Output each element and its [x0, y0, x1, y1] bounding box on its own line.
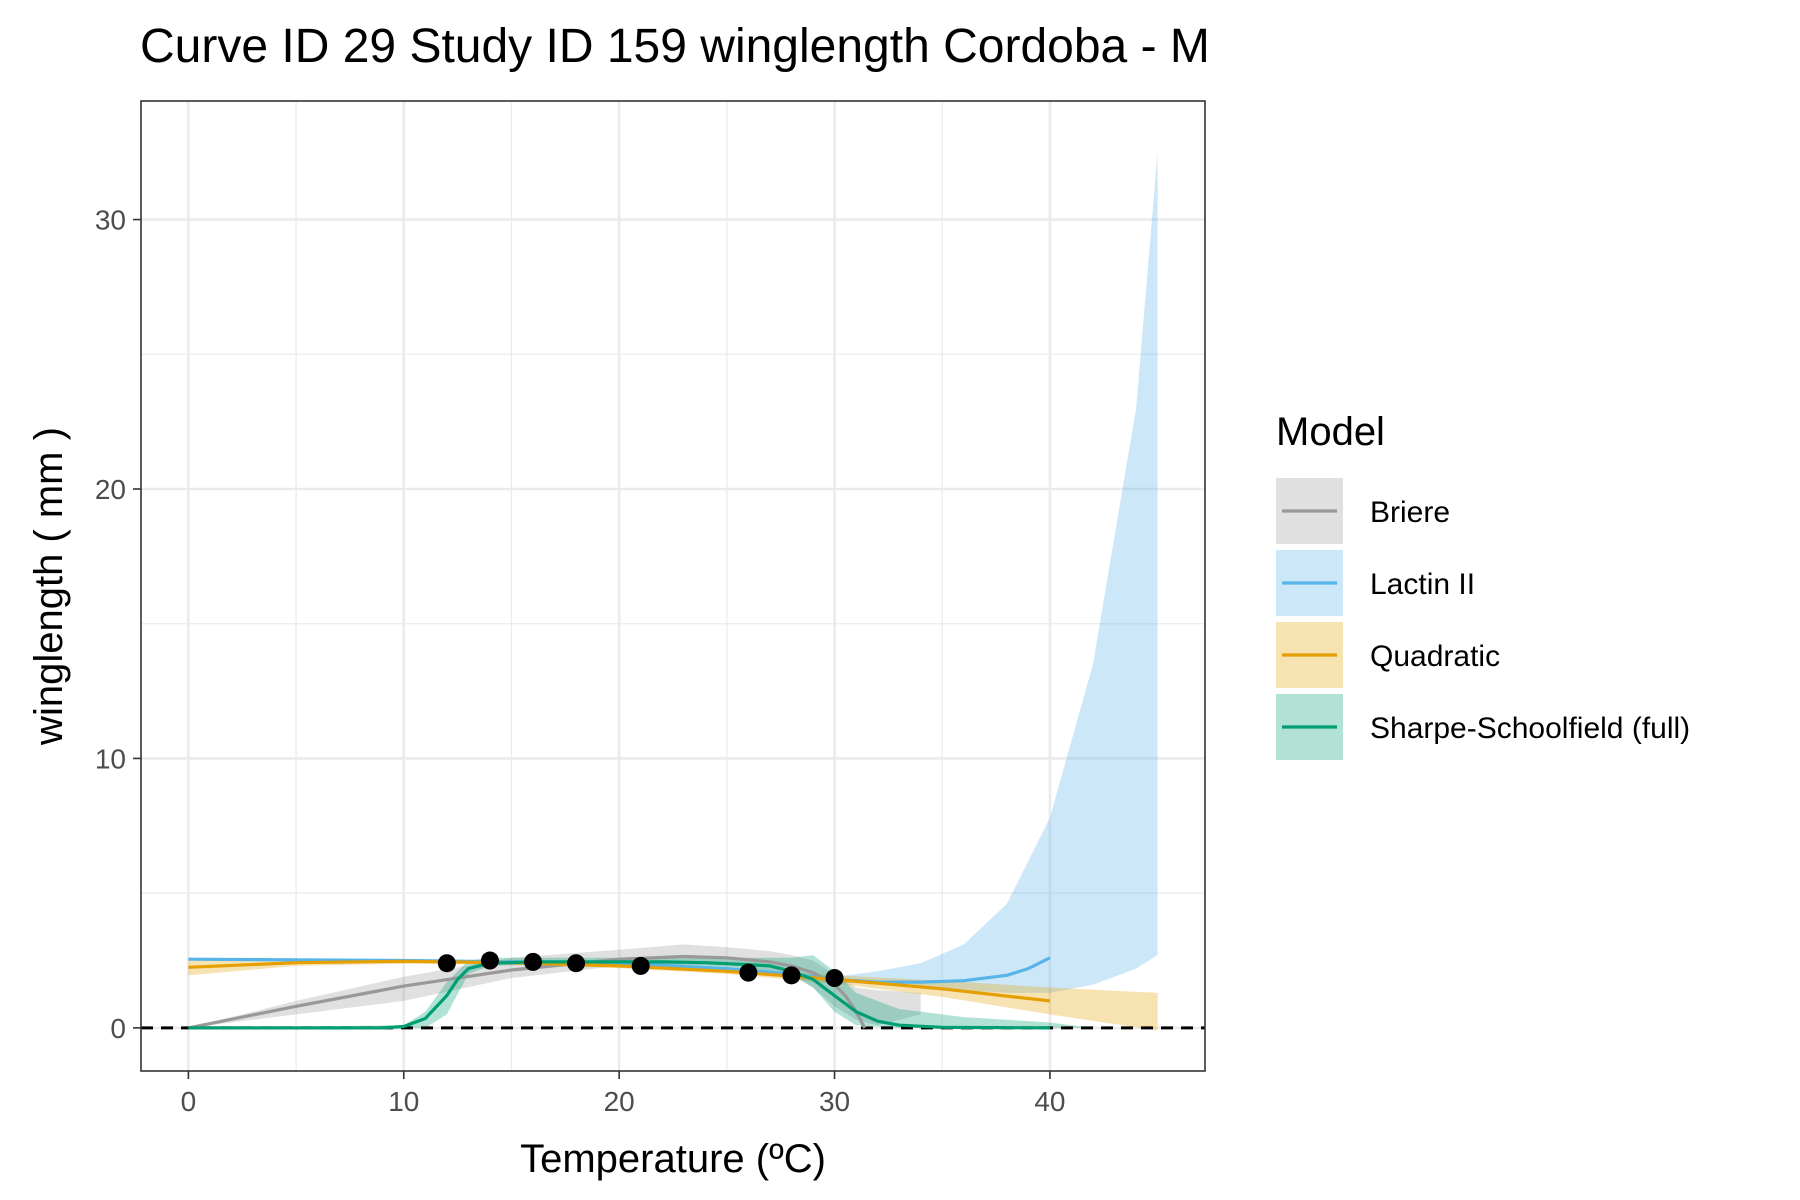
x-tick-label: 10 — [388, 1086, 419, 1117]
x-axis: 0 10 20 30 40 — [181, 1071, 1066, 1117]
chart-title: Curve ID 29 Study ID 159 winglength Cord… — [140, 20, 1210, 73]
plot-background — [141, 101, 1205, 1071]
x-tick-label: 40 — [1034, 1086, 1065, 1117]
band-sharpe-schoolfield-full- — [188, 955, 1093, 1028]
grid-minor — [141, 101, 1205, 1071]
y-tick-label: 20 — [95, 474, 126, 505]
data-point — [524, 952, 542, 971]
y-tick-label: 10 — [95, 743, 126, 774]
y-tick-label: 0 — [110, 1013, 126, 1044]
y-tick-label: 30 — [95, 205, 126, 236]
curve-quadratic — [188, 959, 1051, 1003]
plot-panel-border — [140, 100, 1206, 1072]
observed-points — [437, 951, 844, 988]
y-axis-title: winglength ( mm ) — [27, 427, 71, 746]
legend-label: Briere — [1370, 496, 1450, 529]
legend: Model Briere Lactin II Quadratic Sharpe-Sch… — [1276, 410, 1690, 760]
data-point — [739, 963, 758, 982]
data-point — [825, 969, 844, 988]
legend-label: Sharpe-Schoolfield (full) — [1370, 712, 1690, 745]
data-point — [437, 954, 456, 973]
grid-major — [141, 101, 1205, 1071]
band-quadratic — [188, 958, 1158, 1031]
data-point — [782, 966, 801, 985]
x-tick-label: 20 — [604, 1086, 635, 1117]
x-tick-label: 30 — [819, 1086, 850, 1117]
y-axis: 0 10 20 30 — [95, 205, 141, 1044]
curve-briere — [188, 954, 867, 1030]
band-lactin-ii — [834, 152, 1158, 993]
legend-title: Model — [1276, 410, 1385, 454]
data-point — [567, 954, 586, 973]
data-point — [631, 956, 650, 975]
x-axis-title: Temperature (ºC) — [520, 1137, 826, 1181]
legend-label: Quadratic — [1370, 640, 1500, 673]
data-point — [480, 951, 499, 970]
legend-label: Lactin II — [1370, 568, 1475, 601]
x-tick-label: 0 — [181, 1086, 197, 1117]
